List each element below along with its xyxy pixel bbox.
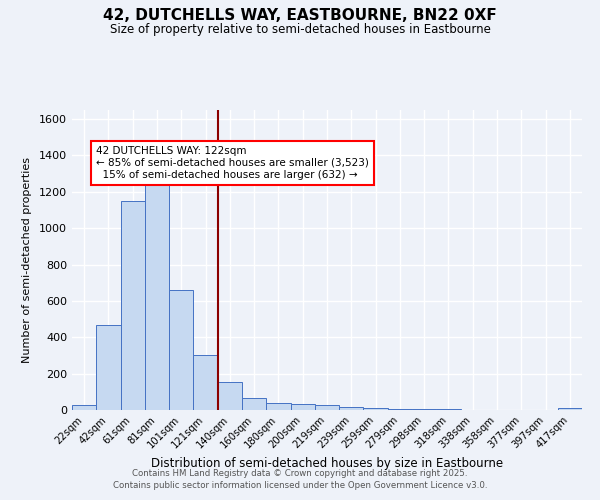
Text: Size of property relative to semi-detached houses in Eastbourne: Size of property relative to semi-detach… xyxy=(110,22,490,36)
Y-axis label: Number of semi-detached properties: Number of semi-detached properties xyxy=(22,157,32,363)
Bar xyxy=(412,409,436,410)
Bar xyxy=(72,406,96,410)
Bar xyxy=(315,404,339,410)
Bar xyxy=(388,408,412,410)
Bar xyxy=(339,408,364,410)
X-axis label: Distribution of semi-detached houses by size in Eastbourne: Distribution of semi-detached houses by … xyxy=(151,458,503,470)
Bar xyxy=(266,402,290,410)
Text: Contains public sector information licensed under the Open Government Licence v3: Contains public sector information licen… xyxy=(113,481,487,490)
Text: Contains HM Land Registry data © Crown copyright and database right 2025.: Contains HM Land Registry data © Crown c… xyxy=(132,468,468,477)
Bar xyxy=(364,408,388,410)
Bar xyxy=(218,382,242,410)
Bar xyxy=(290,404,315,410)
Bar xyxy=(96,324,121,410)
Bar xyxy=(145,184,169,410)
Text: 42 DUTCHELLS WAY: 122sqm
← 85% of semi-detached houses are smaller (3,523)
  15%: 42 DUTCHELLS WAY: 122sqm ← 85% of semi-d… xyxy=(96,146,369,180)
Text: 42, DUTCHELLS WAY, EASTBOURNE, BN22 0XF: 42, DUTCHELLS WAY, EASTBOURNE, BN22 0XF xyxy=(103,8,497,22)
Bar xyxy=(121,201,145,410)
Bar xyxy=(558,408,582,410)
Bar xyxy=(193,356,218,410)
Bar xyxy=(242,398,266,410)
Bar xyxy=(169,290,193,410)
